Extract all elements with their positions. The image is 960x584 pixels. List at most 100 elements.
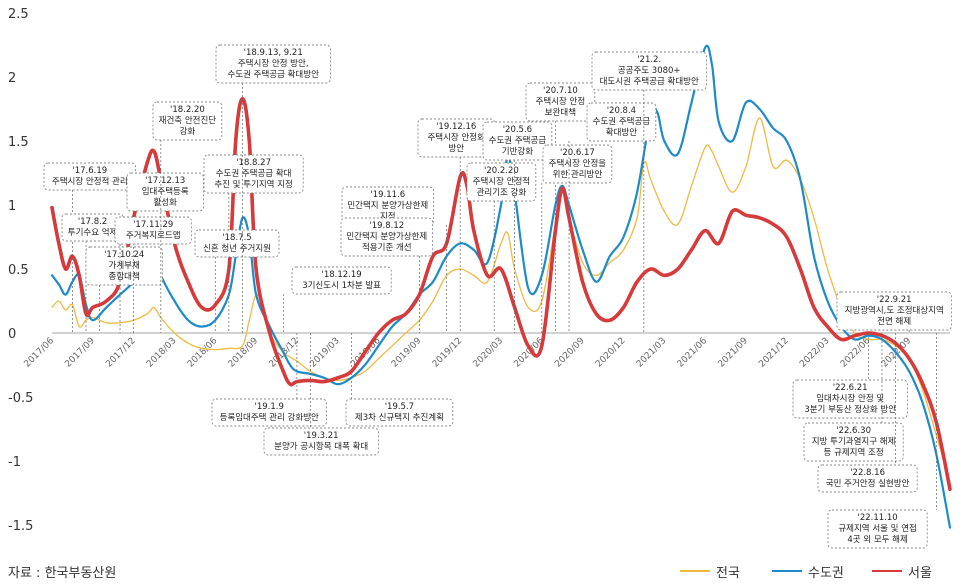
- annotation-text: '19.3.21: [304, 431, 339, 441]
- annotation-text: 가계부채: [109, 260, 140, 271]
- annotation-callout: '21.2.공공주도 3080+대도시권 주택공급 확대방안: [591, 51, 707, 333]
- annotation-text: 등 규제지역 조정: [824, 447, 884, 458]
- y-tick-label: 1.5: [8, 135, 29, 150]
- annotation-text: 보완대책: [545, 107, 576, 118]
- annotation-text: 공공주도 3080+: [618, 66, 681, 76]
- x-tick-label: 2017/09: [63, 336, 97, 370]
- x-tick-label: 2021/03: [635, 336, 669, 370]
- x-tick-label: 2020/03: [472, 336, 506, 370]
- annotation-text: '22.11.10: [857, 513, 897, 523]
- x-tick-label: 2022/03: [798, 336, 832, 370]
- annotation-text: 수도권 주택공급: [593, 116, 651, 127]
- annotation-text: 위한 관리방안: [553, 169, 603, 180]
- annotation-box: [525, 82, 596, 122]
- annotation-text: '18.9.13, 9.21: [244, 48, 303, 58]
- x-tick-label: 2018/06: [186, 336, 220, 370]
- annotation-text: 임대차시장 안정 및: [816, 393, 884, 404]
- annotation-text: 종합대책: [109, 271, 140, 282]
- annotation-text: 지정: [380, 211, 396, 222]
- annotation-text: '19.1.9: [255, 402, 284, 412]
- y-tick-label: 0.5: [8, 263, 29, 278]
- annotation-text: '18.2.20: [170, 105, 205, 115]
- annotation-text: '20.6.17: [560, 148, 595, 158]
- annotation-text: 수도권 주택공급 확대: [216, 168, 292, 179]
- annotation-box: [792, 379, 908, 419]
- annotation-box: [341, 186, 435, 226]
- annotation-text: 분양가 공시항목 대폭 확대: [274, 441, 368, 452]
- legend-swatch: [772, 570, 802, 572]
- annotation-text: 확대방안: [606, 127, 637, 138]
- y-tick-label: 1: [8, 199, 16, 214]
- annotation-text: '19.11.6: [370, 190, 405, 200]
- annotation-text: 민간택지 분양가상한제: [346, 231, 427, 242]
- annotation-text: 등록임대주택 관리 강화방안: [220, 412, 319, 423]
- x-tick-label: 2017/12: [104, 336, 138, 370]
- annotation-box: [263, 427, 379, 456]
- annotation-text: 민간택지 분양가상한제: [347, 200, 428, 211]
- annotation-text: 주택시장 안정 방안,: [238, 58, 309, 69]
- annotation-text: '22.6.21: [833, 383, 868, 393]
- y-tick-label: -0.5: [8, 391, 33, 406]
- x-tick-label: 2020/09: [553, 336, 587, 370]
- annotation-text: '18.12.19: [321, 270, 361, 280]
- annotation-box: [203, 154, 304, 194]
- annotation-text: 규제지역 서울 및 연접: [838, 523, 917, 534]
- annotation-text: 주택시장 안정화: [427, 132, 485, 143]
- series-line-수도권: [50, 44, 952, 529]
- annotation-box: [211, 398, 327, 427]
- y-tick-label: 2: [8, 71, 16, 86]
- x-tick-label: 2019/09: [390, 336, 424, 370]
- annotation-text: 3분기 부동산 정상화 방안: [804, 404, 896, 415]
- annotation-text: '19.12.16: [436, 122, 476, 132]
- annotation-text: 제3차 신규택지 추진계획: [355, 412, 444, 423]
- annotation-text: '20.7.10: [543, 86, 578, 96]
- y-tick-label: 0: [8, 327, 16, 342]
- annotation-text: '22.8.16: [850, 468, 885, 478]
- annotation-box: [827, 509, 928, 549]
- annotation-text: '18.7.5: [222, 233, 251, 243]
- annotation-box: [542, 144, 613, 184]
- annotation-box: [291, 266, 392, 295]
- annotation-box: [591, 51, 707, 91]
- annotation-text: '20.2.20: [484, 166, 519, 176]
- annotation-text: '19.5.7: [385, 402, 414, 412]
- annotation-text: 기반강화: [502, 146, 533, 157]
- x-axis: 2017/06 2017/09 2017/12 2018/03 2018/06 2018/…: [23, 336, 914, 370]
- x-tick-label: 2018/03: [145, 336, 179, 370]
- legend: 전국 수도권 서울: [680, 562, 956, 581]
- annotation-text: 신혼 청년 주거지원: [203, 243, 271, 254]
- annotation-text: 지방광역시,도 조정대상지역: [845, 305, 944, 316]
- annotation-text: '19.8.12: [369, 221, 404, 231]
- annotation-text: '22.6.30: [836, 426, 871, 436]
- annotation-text: 재건축 안전진단: [159, 115, 217, 126]
- annotation-text: 강화: [180, 126, 196, 137]
- annotation-callout: '18.7.5신혼 청년 주거지원: [194, 229, 280, 333]
- y-tick-label: -1: [8, 455, 21, 470]
- annotation-text: 지방 투기과열지구 해제: [812, 436, 896, 447]
- annotation-box: [215, 44, 331, 84]
- x-tick-label: 2020/12: [594, 336, 628, 370]
- annotation-text: '20.5.6: [503, 125, 532, 135]
- annotation-text: 관리기조 강화: [477, 187, 527, 198]
- annotation-text: '20.8.4: [607, 106, 636, 116]
- annotation-box: [803, 422, 904, 462]
- x-tick-label: 2021/06: [676, 336, 710, 370]
- annotation-text: 주거복지로드맵: [126, 230, 181, 241]
